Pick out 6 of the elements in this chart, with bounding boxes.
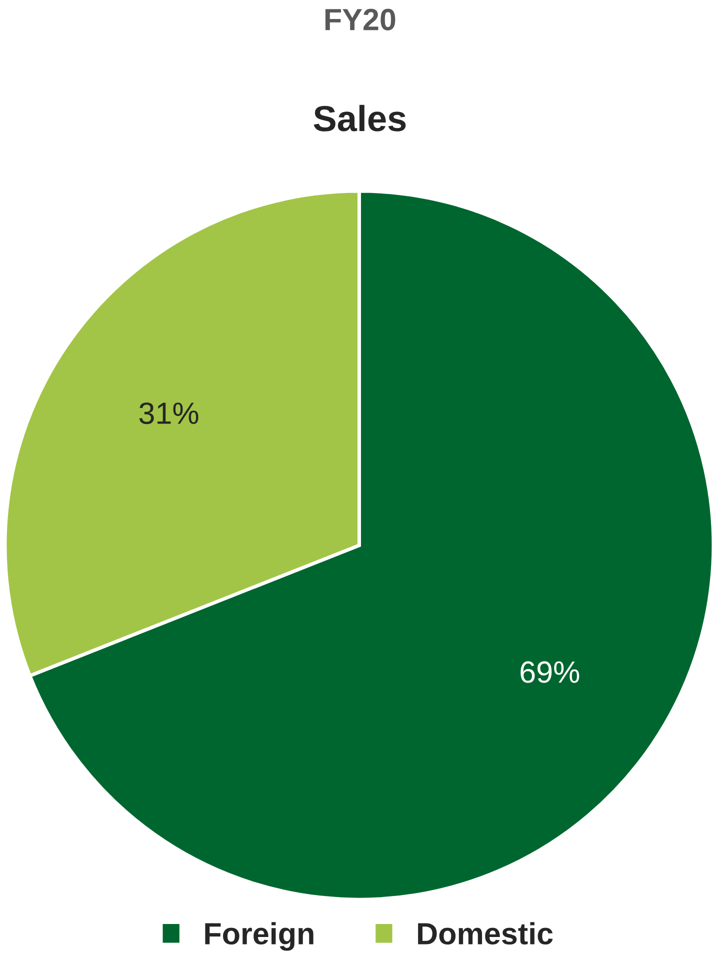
data-label: 31% — [139, 402, 198, 424]
legend-label: Domestic — [418, 922, 553, 945]
legend-label: Foreign — [205, 922, 314, 951]
chart-title: FY20 — [325, 8, 396, 30]
data-label: 69% — [520, 661, 580, 683]
chart-subtitle: Sales — [314, 104, 406, 132]
